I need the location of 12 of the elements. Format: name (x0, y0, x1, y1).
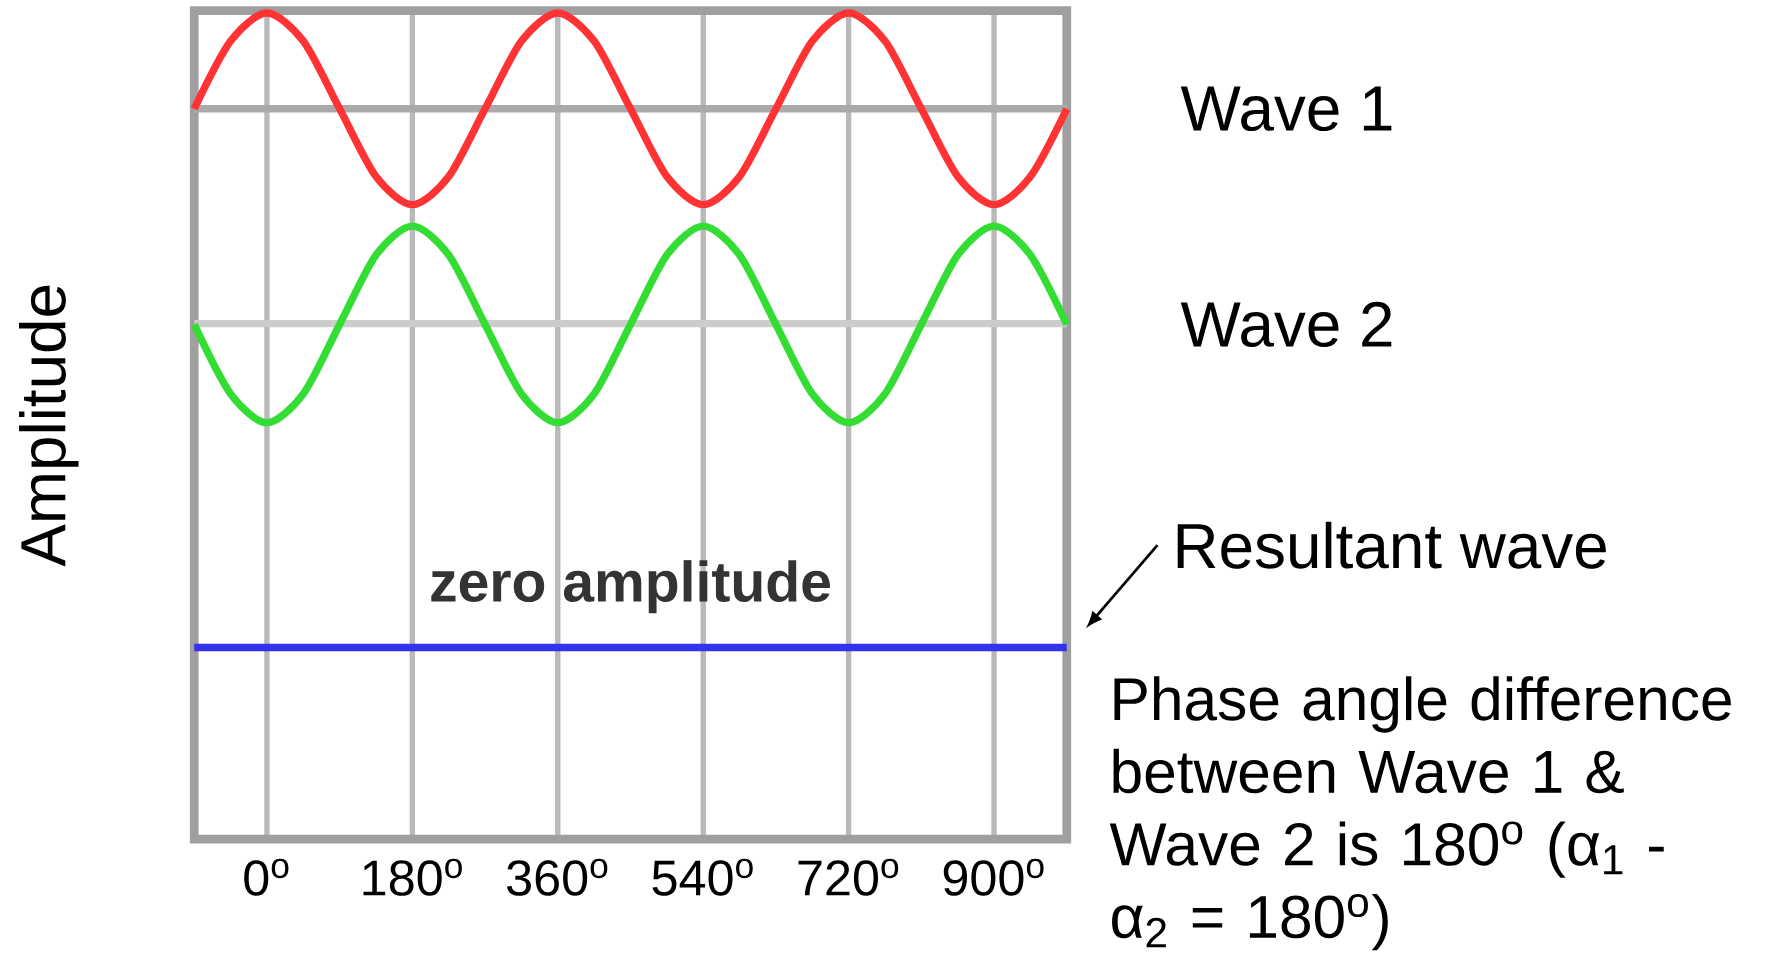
x-tick-label: 180$^{o}$ (363, 858, 462, 896)
x-tick-label: 0$^{o}$ (244, 858, 289, 896)
x-tick-label: 900$^{o}$ (943, 858, 1044, 896)
x-tick-label: 360$^{o}$ (507, 858, 608, 896)
series-label: Wave 2 (1180, 301, 1392, 347)
text: Resultant wave (1177, 521, 1606, 569)
text: Phase angle difference between Wave 1 & Wave 2 is 180$^{o}$ (α$_{1}$ - α$_{2}$ = 180$^{o}$) (1109, 676, 1731, 951)
y-axis-title: Amplitude (19, 285, 79, 567)
x-tick-label: 540$^{o}$ (652, 858, 753, 896)
x-tick-label: 720$^{o}$ (798, 858, 899, 896)
series-label: Wave 1 (1180, 86, 1392, 131)
annotation: zero amplitude (431, 559, 831, 614)
